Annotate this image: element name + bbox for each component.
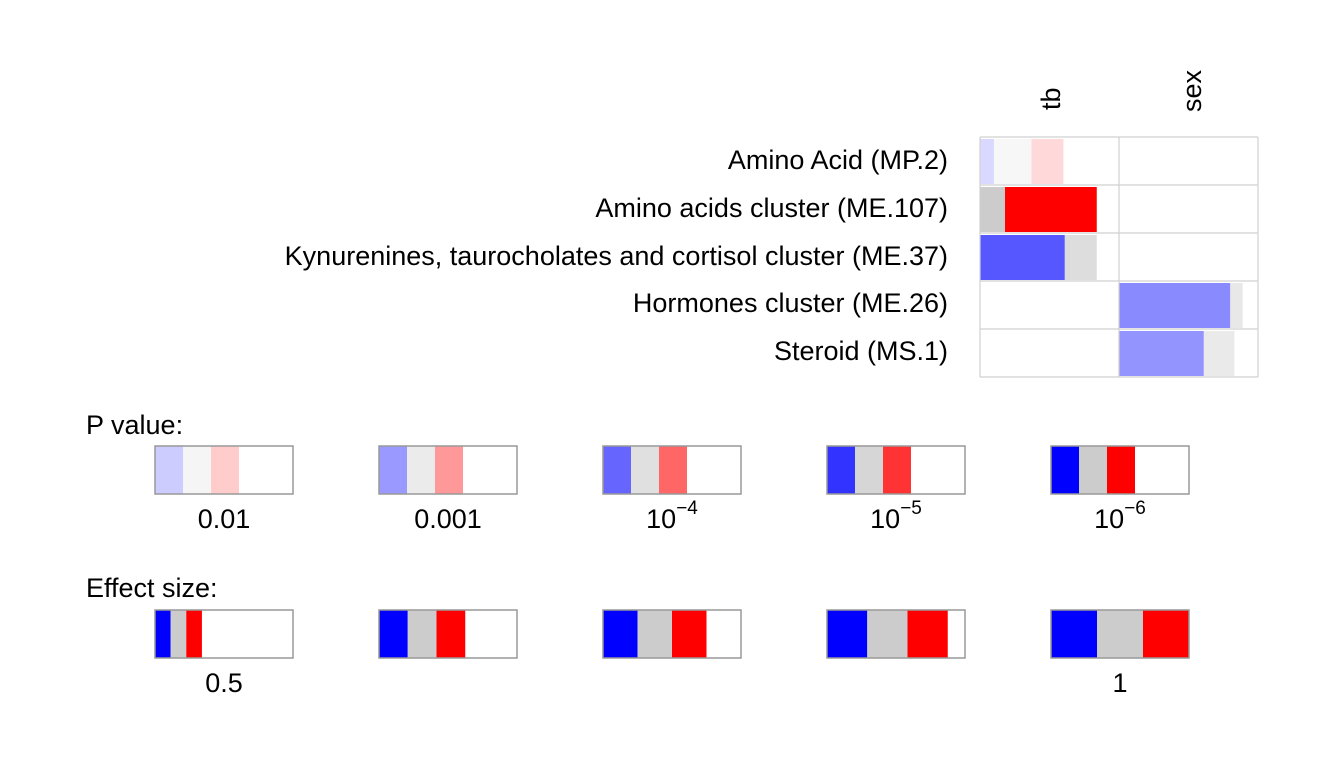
cell-bar-ci [993,139,1032,184]
legend-e-tick: 0.5 [205,668,243,698]
cell-bar-positive [1005,187,1097,232]
legend-e-frame [378,609,518,659]
legend-p-ci [855,446,883,494]
cell-bar-negative [1119,331,1204,376]
legend-e-negative [1051,610,1097,658]
legend-e-ci [1097,610,1143,658]
legend-p-ci [183,446,211,494]
legend-e-negative [827,610,868,658]
cell-bar-negative [1119,283,1231,328]
legend-e-ci [867,610,908,658]
legend-p-negative [603,446,631,494]
legend-p-positive [659,446,687,494]
legend-p-negative [827,446,855,494]
row-label-steroid: Steroid (MS.1) [774,336,948,366]
legend-p-positive [211,446,239,494]
legend-p-tick-exponent: −5 [900,498,922,519]
legend-pvalue: 0.01 0.001 10−4 10−5 10−6 [154,445,1190,534]
cell-bar-negative [980,235,1065,280]
legend-p-tick: 0.01 [198,504,251,534]
legend-e-frame [602,609,742,659]
cell-bar-ci [980,187,1006,232]
legend-e-negative [155,610,171,658]
legend-e-frame [154,609,294,659]
legend-p-ci [631,446,659,494]
legend-e-ci [407,610,437,658]
cell-bar-ci [1230,283,1243,328]
row-label-hormones-cluster: Hormones cluster (ME.26) [633,288,948,318]
legend-p-tick: 10−4 [646,498,698,534]
legend-p-tick-exponent: −4 [676,498,698,519]
legend-p-ci [1079,446,1107,494]
legend-e-positive [186,610,202,658]
legend-p-frame [154,445,294,495]
legend-e-positive [436,610,466,658]
col-label-tb: tb [1036,87,1066,110]
legend-e-positive [907,610,948,658]
legend-pvalue-title: P value: [86,410,183,440]
row-label-amino-acid: Amino Acid (MP.2) [728,145,948,175]
legend-e-negative [379,610,408,658]
row-label-amino-acids-cluster: Amino acids cluster (ME.107) [595,193,948,223]
legend-p-tick: 10−6 [1094,498,1146,534]
legend-e-tick: 1 [1112,668,1127,698]
legend-e-frame [826,609,966,659]
cell-bar-ci [1203,331,1235,376]
cell-bar-ci [1064,235,1097,280]
legend-p-frame [378,445,518,495]
legend-p-negative [1051,446,1079,494]
legend-p-frame [1050,445,1190,495]
legend-e-positive [1143,610,1189,658]
legend-e-ci [637,610,672,658]
cell-bar-negative [980,139,994,184]
legend-p-positive [435,446,463,494]
heatmap-cells [980,139,1243,376]
legend-p-negative [379,446,407,494]
legend-effect: 0.5 1 [154,609,1190,698]
legend-p-ci [407,446,435,494]
cell-bar-positive [1031,139,1064,184]
legend-p-tick-exponent: −6 [1124,498,1146,519]
legend-p-frame [826,445,966,495]
legend-p-tick: 10−5 [870,498,922,534]
legend-p-tick: 0.001 [414,504,482,534]
legend-p-positive [1107,446,1135,494]
legend-p-negative [155,446,183,494]
legend-e-ci [170,610,187,658]
legend-e-negative [603,610,638,658]
heatmap-grid [979,136,1259,378]
legend-p-frame [602,445,742,495]
legend-p-positive [883,446,911,494]
col-label-sex: sex [1177,69,1207,112]
legend-effect-title: Effect size: [86,573,218,603]
legend-e-positive [672,610,707,658]
row-label-kynurenines-cluster: Kynurenines, taurocholates and cortisol … [285,241,948,271]
legend-e-frame [1050,609,1190,659]
